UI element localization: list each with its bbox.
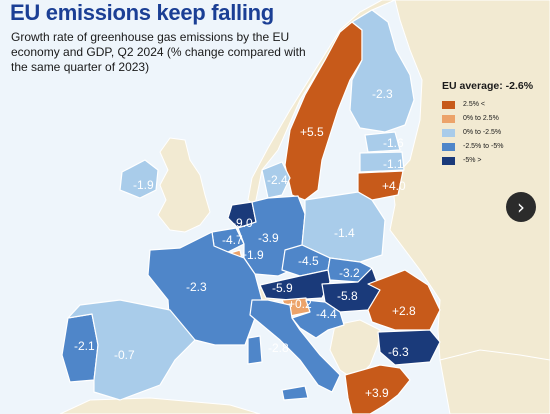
country-italy [249,299,341,393]
page-subtitle: Growth rate of greenhouse gas emissions … [11,30,306,74]
legend-item: 0% to 2.5% [442,112,544,125]
legend-swatch [442,100,455,109]
legend-label: -2.5% to -5% [463,143,504,150]
country-bulgaria [377,329,441,366]
value-label-netherlands: -9.0 [232,216,253,230]
value-label-estonia: -1.6 [383,136,404,150]
legend-title: EU average: -2.6% [442,80,534,92]
legend-item: -2.5% to -5% [442,140,544,153]
value-label-luxembourg: +1.9 [240,248,264,262]
legend-item: -5% > [442,154,544,167]
legend-label: 0% to -2.5% [463,129,502,136]
country-sicily [281,385,309,401]
value-label-belgium: -4.7 [222,233,243,247]
value-label-czechia: -4.5 [298,254,319,268]
legend-label: 0% to 2.5% [463,115,499,122]
country-spain [67,299,196,401]
value-label-romania: +2.8 [392,304,416,318]
country-poland [301,191,386,263]
value-label-austria: -5.9 [272,281,293,295]
chevron-right-icon: › [517,195,525,219]
value-label-bulgaria: -6.3 [388,345,409,359]
value-label-spain: -0.7 [114,348,135,362]
page-title: EU emissions keep falling [10,0,274,25]
turkey-land [439,349,550,414]
legend-label: -5% > [463,157,482,164]
value-label-sweden: +5.5 [300,125,324,139]
norway-land [247,0,396,206]
next-slide-button[interactable]: › [506,192,536,222]
country-denmark [261,161,291,199]
country-romania [367,269,441,331]
country-greece [344,364,411,414]
value-label-slovakia: -3.2 [339,266,360,280]
legend-label: 2.5% < [463,101,485,108]
north-africa-land [59,397,261,414]
legend-item: 2.5% < [442,98,544,111]
value-label-ireland: -1.9 [133,178,154,192]
country-estonia [364,131,401,153]
value-label-germany: -3.9 [258,231,279,245]
country-sardinia [247,335,263,365]
legend-swatch [442,114,455,123]
value-label-lithuania: +4.0 [382,179,406,193]
eu-countries [61,9,441,414]
east-land [389,0,550,414]
value-label-poland: -1.4 [334,226,355,240]
legend-item: 0% to -2.5% [442,126,544,139]
value-label-denmark: -2.4 [267,173,288,187]
legend-swatch [442,142,455,151]
legend: EU average: -2.6% 2.5% < 0% to 2.5% 0% t… [442,80,544,168]
country-ireland [119,159,159,199]
value-label-croatia: -4.4 [316,307,337,321]
value-label-finland: -2.3 [372,87,393,101]
country-croatia [291,299,345,339]
country-finland [349,9,415,133]
country-latvia [359,151,405,173]
value-label-hungary: -5.8 [337,289,358,303]
legend-swatch [442,128,455,137]
value-labels: +5.5 -2.3 -1.6 -1.1 +4.0 -1.9 -2.4 -9.0 -4.7+1.9… [74,87,416,400]
value-label-portugal: -2.1 [74,339,95,353]
value-label-slovenia: +0.2 [288,297,312,311]
uk-land [157,137,211,233]
balkans-land [329,319,381,381]
value-label-greece: +3.9 [365,386,389,400]
value-label-italy: -2.8 [268,341,289,355]
value-label-latvia: -1.1 [383,157,404,171]
value-label-france: -2.3 [186,280,207,294]
legend-swatch [442,156,455,165]
country-lithuania [357,170,404,201]
